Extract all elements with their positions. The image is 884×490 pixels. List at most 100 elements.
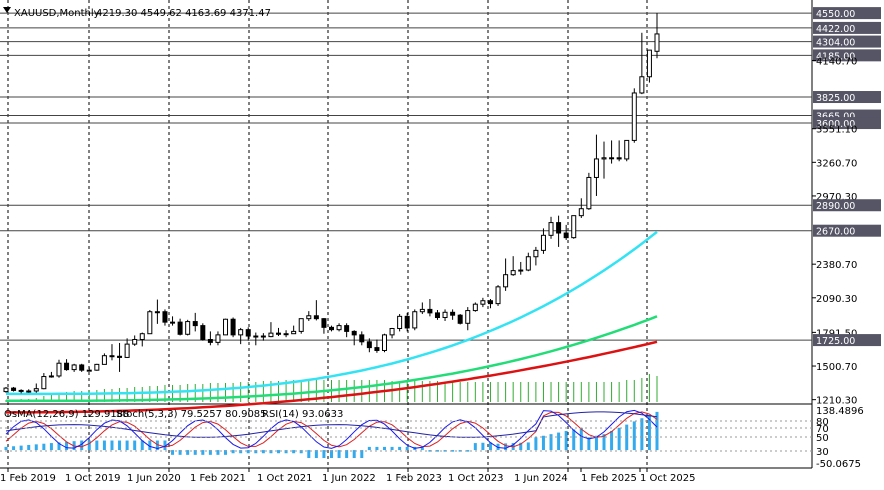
candle-body[interactable]: [56, 362, 62, 377]
candle-body[interactable]: [11, 387, 17, 391]
candle-body[interactable]: [419, 308, 425, 313]
candle-body[interactable]: [336, 325, 342, 331]
candle-body[interactable]: [503, 274, 509, 288]
candle-body[interactable]: [177, 321, 183, 335]
candle-body[interactable]: [109, 355, 115, 358]
candle-body[interactable]: [207, 338, 213, 343]
oscillator-level-label: 80: [816, 417, 829, 428]
candle-body[interactable]: [64, 362, 70, 371]
candle-body[interactable]: [86, 369, 92, 372]
candle-body[interactable]: [132, 338, 138, 345]
candle-body[interactable]: [624, 139, 630, 160]
candle-body[interactable]: [79, 364, 85, 371]
candle-body[interactable]: [578, 208, 584, 217]
candle-body[interactable]: [48, 375, 54, 378]
candle-body[interactable]: [351, 330, 357, 336]
stoch-title: Stoch(5,3,3) 79.5257 80.9085: [116, 409, 267, 420]
candle-body[interactable]: [71, 364, 77, 371]
osma-bar: [277, 450, 281, 454]
candle-body[interactable]: [374, 347, 380, 351]
candle-body[interactable]: [457, 314, 463, 324]
candle-body[interactable]: [329, 326, 334, 331]
candle-body[interactable]: [215, 334, 221, 343]
candle-body[interactable]: [117, 355, 123, 358]
candle-body[interactable]: [230, 318, 236, 336]
candle-body[interactable]: [41, 376, 47, 390]
candle-body[interactable]: [525, 256, 531, 271]
candle-body[interactable]: [3, 387, 9, 393]
candle-body[interactable]: [442, 311, 448, 319]
candle-body[interactable]: [154, 311, 160, 314]
osma-bar: [375, 446, 379, 451]
candle-body[interactable]: [540, 234, 546, 251]
price-level-label: 4550.00: [816, 9, 855, 20]
candle-body[interactable]: [268, 332, 274, 338]
candle-body[interactable]: [434, 312, 440, 319]
candle-body[interactable]: [586, 176, 592, 210]
candle-body[interactable]: [381, 334, 387, 351]
candle-body[interactable]: [556, 222, 562, 234]
candle-body[interactable]: [26, 390, 32, 393]
candle-body[interactable]: [465, 310, 471, 324]
candle-body[interactable]: [33, 388, 39, 392]
candle-body[interactable]: [472, 303, 478, 312]
candle-body[interactable]: [298, 318, 304, 332]
candle-body[interactable]: [412, 311, 418, 329]
candle-body[interactable]: [563, 232, 569, 239]
candle-body[interactable]: [359, 334, 365, 343]
candle-body[interactable]: [366, 341, 372, 349]
candle-body[interactable]: [139, 333, 145, 340]
candle-body[interactable]: [200, 325, 206, 340]
candle-body[interactable]: [94, 363, 100, 371]
candle-body[interactable]: [245, 329, 251, 337]
price-level-label: 2670.00: [816, 227, 855, 238]
candle-body[interactable]: [389, 328, 395, 336]
price-level-label: 1725.00: [816, 336, 855, 347]
candle-body[interactable]: [192, 321, 198, 327]
dropdown-triangle-icon[interactable]: [3, 7, 11, 13]
candle-body[interactable]: [495, 286, 501, 305]
candle-body[interactable]: [533, 249, 539, 258]
candle-body[interactable]: [344, 325, 350, 332]
candle-body[interactable]: [162, 311, 168, 323]
candle-body[interactable]: [518, 269, 524, 272]
candle-body[interactable]: [639, 76, 645, 94]
candle-body[interactable]: [646, 49, 652, 78]
osma-title: OsMA(12,26,9) 129.9188: [4, 409, 129, 420]
candle-body[interactable]: [427, 308, 433, 314]
candle-body[interactable]: [101, 355, 107, 365]
candle-body[interactable]: [397, 315, 403, 330]
osma-bar: [647, 415, 651, 451]
candle-body[interactable]: [548, 222, 554, 236]
candle-body[interactable]: [185, 321, 191, 335]
candle-body[interactable]: [253, 335, 259, 338]
candle-body[interactable]: [260, 335, 266, 338]
candle-body[interactable]: [170, 321, 176, 324]
candle-body[interactable]: [616, 157, 622, 160]
candle-body[interactable]: [276, 332, 282, 335]
candle-body[interactable]: [404, 315, 410, 329]
candle-body[interactable]: [291, 330, 297, 335]
candle-body[interactable]: [609, 157, 615, 160]
candle-body[interactable]: [238, 329, 244, 336]
candle-body[interactable]: [601, 157, 607, 160]
candle-body[interactable]: [631, 92, 637, 141]
candle-body[interactable]: [313, 315, 319, 320]
candle-body[interactable]: [593, 158, 599, 178]
candle-body[interactable]: [654, 33, 660, 52]
candle-body[interactable]: [147, 311, 153, 335]
candle-body[interactable]: [306, 315, 312, 320]
candle-body[interactable]: [480, 300, 486, 305]
candle-body[interactable]: [571, 215, 577, 239]
osma-bar: [239, 450, 243, 454]
candle-body[interactable]: [223, 318, 229, 336]
candle-body[interactable]: [487, 300, 493, 305]
candle-body[interactable]: [124, 343, 130, 358]
candle-body[interactable]: [510, 270, 516, 276]
candle-body[interactable]: [283, 333, 289, 336]
candle-body[interactable]: [321, 318, 327, 328]
candle-body[interactable]: [18, 389, 24, 392]
price-level-tag: [813, 7, 881, 20]
candle-body[interactable]: [450, 311, 456, 316]
